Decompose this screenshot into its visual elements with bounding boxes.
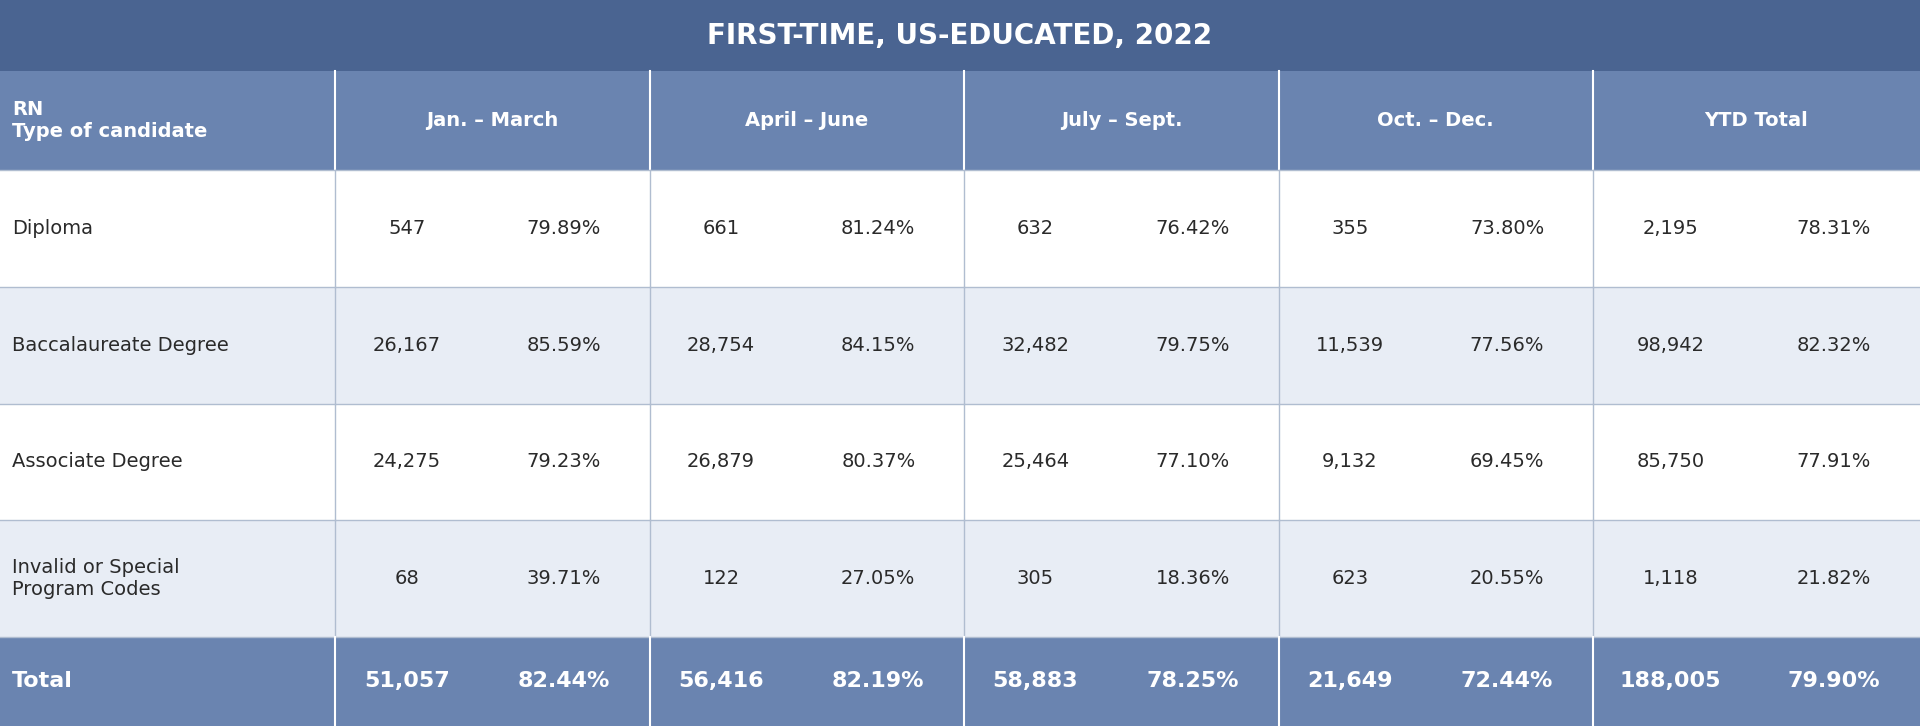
Text: 122: 122 [703,569,739,588]
Bar [0,0,1920,71]
Text: 77.10%: 77.10% [1156,452,1231,471]
Text: 68: 68 [394,569,419,588]
Bar [0,404,1920,521]
Text: 82.44%: 82.44% [518,672,611,691]
Text: Invalid or Special
Program Codes: Invalid or Special Program Codes [12,558,180,599]
Text: 20.55%: 20.55% [1471,569,1544,588]
Text: 78.31%: 78.31% [1797,219,1872,238]
Bar [0,287,1920,404]
Text: 32,482: 32,482 [1002,335,1069,355]
Bar [0,637,1920,726]
Text: 25,464: 25,464 [1002,452,1069,471]
Text: 18.36%: 18.36% [1156,569,1231,588]
Text: 79.90%: 79.90% [1788,672,1880,691]
Bar [0,170,1920,287]
Text: 76.42%: 76.42% [1156,219,1231,238]
Text: July – Sept.: July – Sept. [1060,111,1183,130]
Text: Oct. – Dec.: Oct. – Dec. [1377,111,1494,130]
Text: 28,754: 28,754 [687,335,755,355]
Text: 77.56%: 77.56% [1471,335,1544,355]
Bar [0,71,1920,170]
Text: 9,132: 9,132 [1323,452,1379,471]
Text: 355: 355 [1331,219,1369,238]
Text: Diploma: Diploma [12,219,92,238]
Text: 26,879: 26,879 [687,452,755,471]
Text: 39.71%: 39.71% [526,569,601,588]
Text: 84.15%: 84.15% [841,335,916,355]
Text: 73.80%: 73.80% [1471,219,1544,238]
Text: 79.75%: 79.75% [1156,335,1231,355]
Text: 56,416: 56,416 [678,672,764,691]
Text: Baccalaureate Degree: Baccalaureate Degree [12,335,228,355]
Text: 51,057: 51,057 [363,672,449,691]
Text: 81.24%: 81.24% [841,219,916,238]
Text: 69.45%: 69.45% [1471,452,1544,471]
Text: 77.91%: 77.91% [1797,452,1872,471]
Text: 188,005: 188,005 [1620,672,1722,691]
Text: Total: Total [12,672,73,691]
Text: 80.37%: 80.37% [841,452,916,471]
Text: 11,539: 11,539 [1315,335,1384,355]
Text: 27.05%: 27.05% [841,569,916,588]
Text: Associate Degree: Associate Degree [12,452,182,471]
Text: 2,195: 2,195 [1644,219,1699,238]
Text: 82.32%: 82.32% [1797,335,1872,355]
Bar [0,521,1920,637]
Text: RN
Type of candidate: RN Type of candidate [12,100,207,141]
Text: 85.59%: 85.59% [526,335,601,355]
Text: 305: 305 [1018,569,1054,588]
Text: April – June: April – June [745,111,868,130]
Text: 98,942: 98,942 [1636,335,1705,355]
Text: YTD Total: YTD Total [1705,111,1809,130]
Text: 21,649: 21,649 [1308,672,1392,691]
Text: 79.23%: 79.23% [526,452,601,471]
Text: 1,118: 1,118 [1644,569,1699,588]
Text: 78.25%: 78.25% [1146,672,1238,691]
Text: FIRST-TIME, US-EDUCATED, 2022: FIRST-TIME, US-EDUCATED, 2022 [707,22,1213,49]
Text: 26,167: 26,167 [372,335,440,355]
Text: 58,883: 58,883 [993,672,1079,691]
Text: 632: 632 [1018,219,1054,238]
Text: 85,750: 85,750 [1636,452,1705,471]
Text: 661: 661 [703,219,739,238]
Text: 623: 623 [1331,569,1369,588]
Text: 72.44%: 72.44% [1461,672,1553,691]
Text: 79.89%: 79.89% [526,219,601,238]
Text: 82.19%: 82.19% [831,672,925,691]
Text: 24,275: 24,275 [372,452,442,471]
Text: Jan. – March: Jan. – March [426,111,559,130]
Text: 547: 547 [388,219,424,238]
Text: 21.82%: 21.82% [1797,569,1872,588]
